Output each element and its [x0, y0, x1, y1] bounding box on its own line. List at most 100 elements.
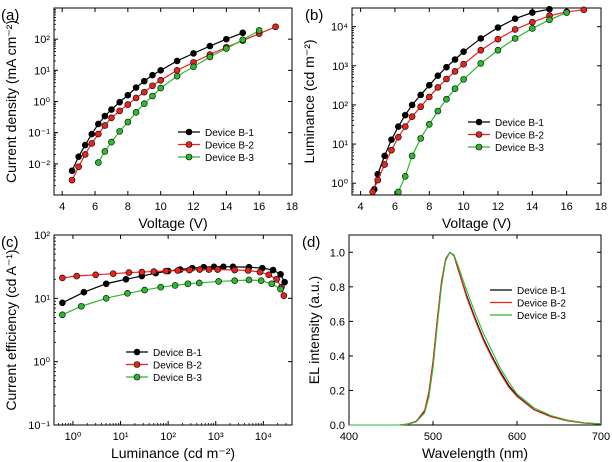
x-tick-label: 6	[92, 201, 98, 213]
x-tick-label: 10	[155, 201, 167, 213]
legend-label: Device B-2	[153, 361, 202, 372]
data-point	[223, 45, 230, 52]
x-axis-label: Voltage (V)	[442, 215, 511, 231]
x-tick-label: 600	[508, 431, 526, 443]
data-point	[529, 18, 536, 26]
y-tick-label: 10⁰	[331, 178, 348, 190]
panel-letter: (a)	[1, 7, 19, 24]
x-axis-label: Wavelength (nm)	[422, 445, 528, 461]
y-tick-label: 10¹	[34, 293, 50, 305]
data-point	[529, 25, 536, 32]
data-point	[190, 63, 197, 71]
data-point	[239, 36, 247, 44]
data-point	[101, 112, 109, 120]
data-point	[477, 46, 485, 54]
data-point	[59, 274, 66, 282]
legend-marker	[185, 141, 193, 148]
legend-label: Device B-1	[495, 118, 544, 129]
data-point	[388, 136, 395, 143]
x-tick-label: 14	[526, 201, 538, 213]
series-line-1	[373, 8, 550, 190]
x-tick-label: 10⁰	[65, 431, 82, 443]
data-point	[529, 9, 536, 16]
data-point	[124, 290, 131, 297]
data-point	[205, 266, 213, 273]
y-tick-label: 10⁴	[331, 22, 348, 34]
data-point	[150, 268, 158, 275]
data-point	[563, 9, 570, 16]
data-point	[220, 263, 227, 271]
data-point	[116, 107, 123, 115]
data-point	[173, 67, 181, 74]
x-tick-label: 10¹	[113, 431, 129, 443]
data-point	[122, 275, 130, 283]
data-point	[102, 295, 110, 302]
y-tick-label: 10⁰	[33, 357, 50, 369]
plot-frame	[351, 7, 602, 196]
data-point	[116, 98, 123, 106]
data-point	[273, 275, 280, 283]
y-tick-label: 0.2	[330, 385, 345, 397]
x-tick-label: 14	[220, 201, 232, 213]
data-point	[451, 85, 459, 93]
data-point	[256, 268, 264, 276]
x-tick-label: 10²	[160, 431, 176, 443]
x-tick-label: 500	[424, 431, 442, 443]
x-tick-label: 700	[592, 431, 610, 443]
data-point	[196, 266, 203, 273]
data-point	[381, 161, 388, 168]
y-tick-label: 0.4	[330, 351, 345, 363]
data-point	[272, 23, 279, 31]
legend-marker	[185, 128, 193, 136]
data-point	[92, 271, 99, 279]
data-point	[408, 101, 416, 109]
data-point	[149, 92, 156, 100]
data-point	[108, 106, 115, 113]
legend-label: Device B-2	[205, 141, 254, 152]
data-point	[477, 60, 485, 67]
data-point	[395, 123, 402, 130]
x-tick-label: 18	[595, 201, 607, 213]
data-point	[95, 120, 102, 128]
panel-letter: (b)	[305, 7, 323, 24]
data-point	[157, 283, 165, 291]
data-point	[477, 35, 485, 42]
data-point	[460, 60, 467, 68]
data-point	[381, 152, 388, 160]
series-line-1	[349, 251, 602, 426]
data-point	[239, 29, 247, 37]
data-point	[434, 84, 442, 91]
data-point	[124, 101, 132, 108]
data-point	[101, 122, 109, 129]
y-tick-label: 1.0	[330, 247, 345, 259]
x-axis-label: Luminance (cd m⁻²)	[111, 445, 235, 461]
data-point	[546, 16, 553, 24]
data-point	[494, 46, 502, 54]
data-point	[132, 84, 140, 91]
x-tick-label: 8	[426, 201, 432, 213]
data-point	[59, 299, 66, 307]
data-point	[116, 128, 123, 135]
data-point	[511, 15, 519, 22]
data-point	[443, 63, 450, 71]
y-tick-label: 0.0	[330, 420, 345, 432]
series-line-2	[349, 251, 602, 426]
data-point	[157, 76, 164, 84]
data-point	[88, 140, 96, 147]
x-tick-label: 16	[561, 201, 573, 213]
data-point	[73, 272, 81, 280]
legend-marker	[133, 361, 141, 368]
legend-marker	[133, 373, 141, 381]
y-axis-label: Current efficiency (cd A⁻¹)	[3, 249, 19, 410]
data-point	[124, 91, 132, 99]
data-point	[231, 266, 238, 274]
data-point	[140, 88, 148, 96]
data-point	[425, 121, 433, 128]
data-point	[149, 82, 156, 90]
y-tick-label: 0.8	[330, 282, 345, 294]
y-tick-label: 10¹	[332, 139, 348, 151]
data-point	[401, 123, 409, 130]
legend-label: Device B-3	[495, 143, 544, 154]
y-tick-label: 10²	[34, 230, 50, 242]
